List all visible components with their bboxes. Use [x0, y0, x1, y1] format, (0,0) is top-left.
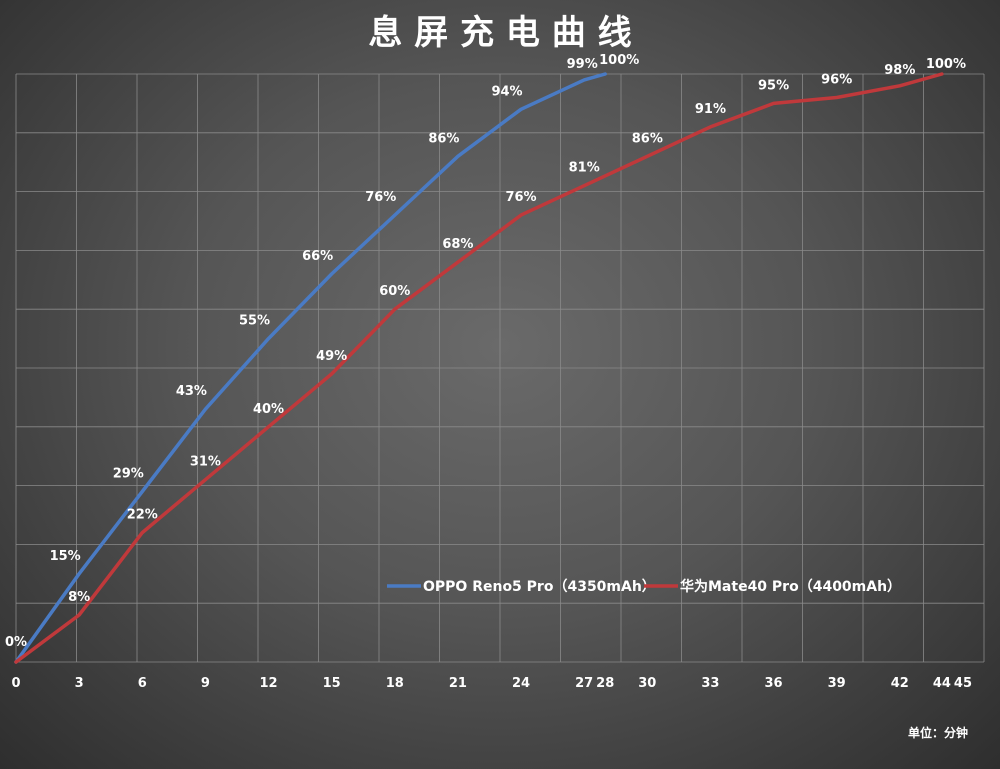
x-tick-label: 45	[954, 676, 972, 691]
chart-title: 息 屏 充 电 曲 线	[368, 13, 631, 53]
x-tick-label: 6	[138, 676, 147, 691]
data-label: 40%	[253, 402, 284, 417]
data-label: 0%	[5, 635, 27, 650]
legend-label-1: OPPO Reno5 Pro（4350mAh）	[423, 579, 656, 595]
data-label: 60%	[379, 284, 410, 299]
data-label: 95%	[758, 78, 789, 93]
x-tick-label: 30	[638, 676, 656, 691]
series-line-1	[14, 72, 607, 664]
x-axis-ticks: 0 3 6 9 12 15 18 21 24 27 28 30 33 36 39 42 44 45	[11, 676, 972, 691]
x-tick-label: 44	[933, 676, 951, 691]
x-tick-label: 36	[765, 676, 783, 691]
data-label: 81%	[569, 161, 600, 176]
data-label: 76%	[365, 190, 396, 205]
x-tick-label: 15	[323, 676, 341, 691]
x-tick-label: 3	[75, 676, 84, 691]
data-label: 8%	[68, 590, 90, 605]
x-tick-label: 18	[386, 676, 404, 691]
legend-label-2: 华为Mate40 Pro（4400mAh）	[680, 578, 901, 595]
x-tick-label: 21	[449, 676, 467, 691]
data-label: 66%	[302, 249, 333, 264]
data-label: 91%	[695, 102, 726, 117]
x-tick-label: 12	[259, 676, 277, 691]
x-tick-label: 9	[201, 676, 210, 691]
series-line-2	[14, 72, 944, 664]
legend: OPPO Reno5 Pro（4350mAh） 华为Mate40 Pro（4400…	[387, 578, 901, 595]
x-tick-label: 24	[512, 676, 530, 691]
data-label: 94%	[491, 84, 522, 99]
x-tick-label: 39	[828, 676, 846, 691]
unit-note: 单位：分钟	[908, 725, 968, 740]
data-label: 55%	[239, 314, 270, 329]
x-tick-label: 0	[11, 676, 20, 691]
data-label: 76%	[505, 190, 536, 205]
data-label: 100%	[599, 53, 639, 68]
series-lines	[14, 72, 944, 664]
data-label: 98%	[884, 63, 915, 78]
x-tick-label: 42	[891, 676, 909, 691]
data-labels: 0%15%29%43%55%66%76%86%94%99% 100%8%22%31…	[5, 53, 966, 650]
data-label: 99%	[567, 57, 598, 72]
data-label: 96%	[821, 73, 852, 88]
data-label: 49%	[316, 349, 347, 364]
data-label: 22%	[127, 508, 158, 523]
grid	[15, 73, 985, 663]
data-label: 86%	[632, 131, 663, 146]
data-label: 86%	[428, 131, 459, 146]
data-label: 31%	[190, 455, 221, 470]
data-label: 100%	[926, 57, 966, 72]
data-label: 43%	[176, 384, 207, 399]
x-tick-label: 33	[701, 676, 719, 691]
x-tick-label: 27	[575, 676, 593, 691]
data-label: 68%	[442, 237, 473, 252]
x-tick-label: 28	[596, 676, 614, 691]
data-label: 15%	[50, 549, 81, 564]
data-label: 29%	[113, 466, 144, 481]
